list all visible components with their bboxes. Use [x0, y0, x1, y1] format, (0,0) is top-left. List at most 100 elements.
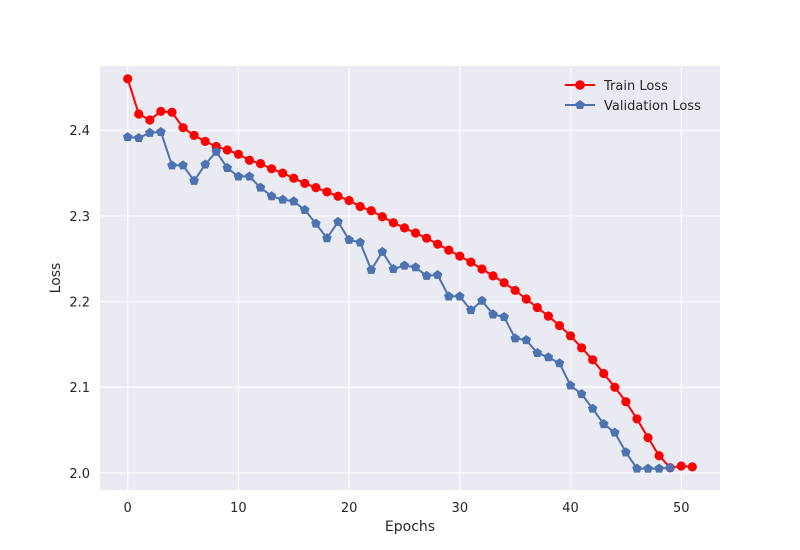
data-point-validation-loss [532, 347, 543, 357]
legend-marker-train-loss [575, 80, 585, 90]
series-validation-loss [122, 126, 675, 473]
data-point-train-loss [278, 168, 288, 178]
data-point-validation-loss [632, 463, 642, 473]
data-point-validation-loss [189, 175, 199, 185]
data-point-train-loss [444, 245, 454, 255]
x-tick-label: 30 [452, 501, 469, 516]
data-point-train-loss [521, 294, 531, 304]
data-point-train-loss [632, 414, 642, 424]
data-point-validation-loss [344, 234, 354, 244]
legend-label-validation-loss: Validation Loss [604, 99, 701, 114]
y-tick-label: 2.4 [69, 124, 90, 139]
data-point-train-loss [565, 331, 576, 341]
data-point-train-loss [123, 74, 133, 84]
y-tick-label: 2.3 [69, 210, 90, 225]
data-point-validation-loss [455, 291, 465, 301]
grid-lines [100, 66, 720, 490]
data-point-train-loss [588, 355, 598, 365]
data-point-validation-loss [233, 171, 244, 181]
data-point-validation-loss [554, 358, 565, 368]
data-point-train-loss [355, 201, 365, 212]
data-point-validation-loss [499, 311, 509, 322]
data-point-train-loss [399, 223, 410, 233]
data-point-train-loss [532, 302, 542, 313]
data-point-validation-loss [443, 291, 454, 301]
data-point-validation-loss [466, 305, 476, 315]
data-point-validation-loss [156, 126, 166, 136]
data-point-validation-loss [333, 216, 343, 226]
data-point-validation-loss [377, 246, 388, 256]
data-point-train-loss [366, 206, 376, 216]
series-layer [122, 74, 697, 473]
data-point-train-loss [422, 233, 432, 243]
data-point-validation-loss [421, 270, 432, 280]
legend: Train Loss Validation Loss [565, 79, 701, 114]
series-line-train-loss [126, 78, 693, 469]
data-point-validation-loss [244, 171, 255, 181]
data-point-train-loss [289, 173, 299, 183]
data-point-train-loss [244, 155, 255, 165]
data-point-train-loss [377, 212, 387, 222]
data-point-train-loss [433, 239, 443, 249]
legend-item-validation-loss: Validation Loss [565, 99, 701, 114]
data-point-train-loss [255, 159, 266, 169]
data-point-validation-loss [277, 194, 288, 204]
data-point-validation-loss [322, 233, 332, 243]
data-point-validation-loss [145, 127, 155, 137]
data-point-validation-loss [598, 419, 609, 429]
data-point-train-loss [344, 195, 354, 206]
data-point-train-loss [311, 183, 321, 193]
series-train-loss [123, 74, 697, 473]
legend-label-train-loss: Train Loss [603, 79, 668, 94]
data-point-train-loss [134, 109, 144, 119]
data-point-validation-loss [477, 295, 487, 305]
data-point-validation-loss [366, 264, 377, 274]
data-point-validation-loss [576, 389, 587, 399]
data-point-validation-loss [200, 159, 210, 169]
data-point-train-loss [599, 368, 609, 379]
data-point-validation-loss [543, 352, 554, 362]
data-point-validation-loss [643, 463, 653, 473]
data-point-validation-loss [621, 447, 631, 457]
data-point-validation-loss [300, 204, 310, 214]
x-axis-ticks: 0 10 20 30 40 50 [124, 501, 690, 516]
data-point-train-loss [333, 191, 343, 201]
data-point-train-loss [233, 149, 243, 159]
data-point-validation-loss [432, 270, 443, 280]
data-point-train-loss [178, 123, 188, 133]
data-point-validation-loss [211, 146, 222, 156]
data-point-train-loss [300, 178, 310, 188]
data-point-train-loss [466, 257, 476, 267]
data-point-validation-loss [222, 162, 233, 172]
data-point-train-loss [676, 461, 686, 471]
data-point-train-loss [643, 433, 653, 443]
data-point-validation-loss [122, 132, 133, 142]
data-point-validation-loss [355, 237, 365, 247]
y-axis-ticks: 2.0 2.1 2.2 2.3 2.4 [69, 124, 90, 482]
data-point-train-loss [388, 218, 398, 228]
data-point-train-loss [554, 320, 565, 331]
data-point-validation-loss [410, 262, 421, 272]
data-point-validation-loss [388, 264, 399, 274]
data-point-validation-loss [266, 191, 277, 201]
data-point-train-loss [222, 145, 232, 155]
y-tick-label: 2.0 [69, 467, 90, 482]
data-point-train-loss [455, 251, 465, 261]
data-point-train-loss [654, 451, 664, 461]
y-axis-label: Loss [48, 263, 64, 294]
data-point-train-loss [200, 136, 210, 146]
data-point-validation-loss [178, 160, 188, 170]
data-point-train-loss [267, 164, 277, 174]
data-point-validation-loss [654, 463, 664, 473]
data-point-validation-loss [255, 182, 266, 192]
data-point-train-loss [477, 264, 487, 274]
data-point-validation-loss [587, 403, 598, 413]
y-tick-label: 2.2 [69, 296, 90, 311]
x-tick-label: 50 [673, 501, 690, 516]
data-point-validation-loss [488, 309, 498, 319]
data-point-train-loss [499, 278, 509, 288]
data-point-train-loss [167, 107, 177, 117]
data-point-train-loss [577, 343, 587, 353]
data-point-train-loss [322, 187, 332, 197]
data-point-train-loss [145, 115, 155, 125]
